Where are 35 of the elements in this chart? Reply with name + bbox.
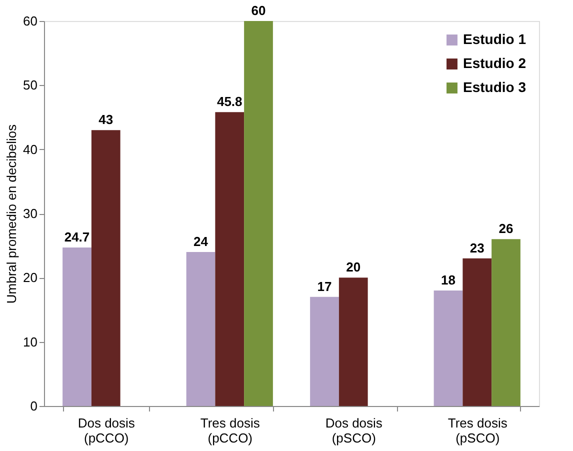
bar bbox=[62, 248, 92, 406]
legend-label: Estudio 2 bbox=[463, 55, 526, 71]
bar bbox=[338, 278, 368, 406]
x-tick-label: Tres dosis (pSCO) bbox=[448, 416, 508, 446]
y-tick-label: 20 bbox=[23, 270, 38, 286]
data-label: 24.7 bbox=[64, 230, 90, 245]
x-tick-label: Tres dosis (pCCO) bbox=[200, 416, 260, 446]
data-label: 43 bbox=[98, 112, 114, 128]
data-label: 18 bbox=[441, 272, 456, 288]
legend-label: Estudio 1 bbox=[463, 31, 526, 47]
bar bbox=[492, 239, 520, 406]
bar bbox=[186, 252, 216, 406]
y-tick-label: 50 bbox=[23, 78, 38, 93]
y-tick-label: 10 bbox=[23, 334, 38, 350]
bar bbox=[91, 130, 120, 406]
data-label: 24 bbox=[194, 234, 209, 249]
x-tick-label: Dos dosis (pCCO) bbox=[78, 416, 136, 446]
y-tick-label: 40 bbox=[23, 142, 38, 157]
bar bbox=[462, 258, 492, 406]
data-label: 23 bbox=[470, 240, 484, 256]
y-tick-label: 30 bbox=[23, 206, 38, 221]
bar bbox=[244, 21, 273, 406]
y-tick-label: 0 bbox=[30, 398, 38, 414]
data-label: 45.8 bbox=[216, 94, 242, 110]
legend-label: Estudio 3 bbox=[463, 79, 526, 95]
data-label: 60 bbox=[251, 3, 266, 18]
data-label: 17 bbox=[317, 278, 332, 294]
data-label: 20 bbox=[346, 260, 361, 275]
bar bbox=[434, 290, 463, 406]
bar bbox=[215, 112, 244, 406]
x-tick-label: Dos dosis (pSCO) bbox=[325, 416, 383, 446]
data-label: 26 bbox=[498, 221, 514, 236]
y-axis-title: Umbral promedio en decibelios bbox=[4, 124, 20, 304]
y-tick-label: 60 bbox=[23, 14, 38, 28]
bar bbox=[310, 296, 339, 406]
